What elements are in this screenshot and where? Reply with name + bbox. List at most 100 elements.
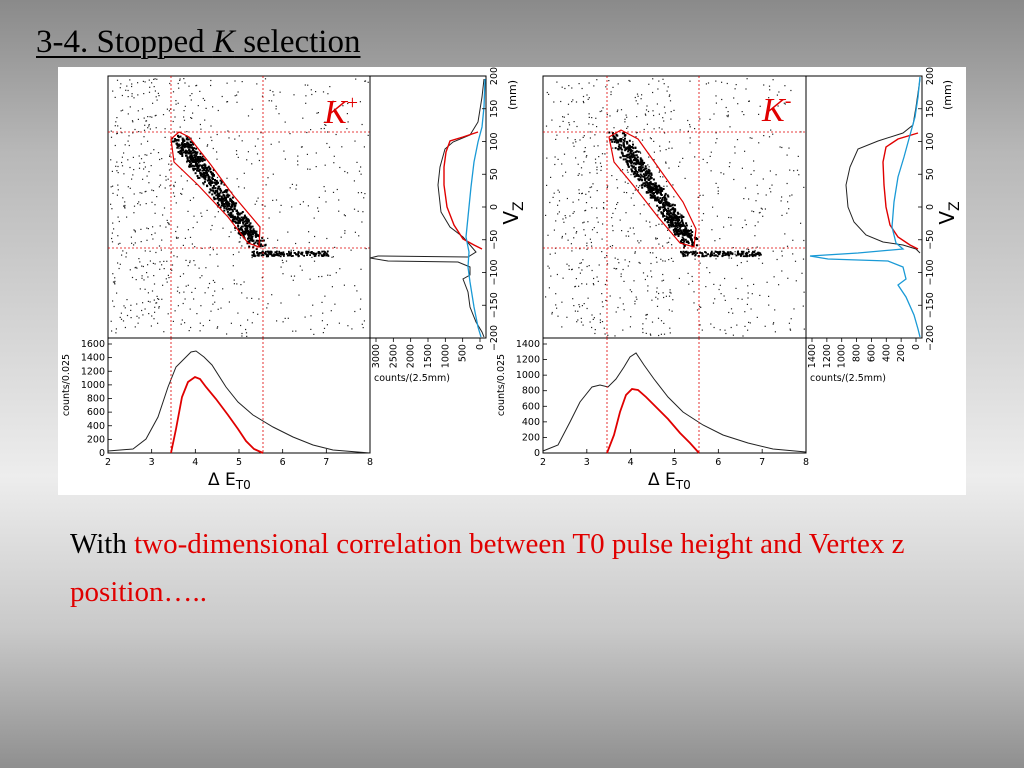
scatter-point [617, 109, 619, 111]
scatter-point [662, 78, 664, 80]
scatter-point [195, 85, 197, 87]
scatter-point [314, 235, 316, 238]
scatter-point [364, 193, 366, 195]
energy-y-tick-label: 0 [99, 448, 105, 459]
scatter-point [562, 120, 564, 122]
scatter-point [657, 88, 659, 90]
energy-x-tick-label: 8 [367, 457, 373, 468]
scatter-point [663, 322, 665, 324]
scatter-point [572, 298, 574, 300]
scatter-point [618, 139, 621, 142]
scatter-point [636, 93, 639, 95]
scatter-point [787, 277, 789, 279]
scatter-point [727, 116, 729, 118]
scatter-point [308, 249, 310, 251]
scatter-point [243, 224, 246, 227]
scatter-point [689, 142, 691, 144]
scatter-point [321, 250, 324, 253]
scatter-point [253, 231, 256, 233]
scatter-point [127, 96, 129, 98]
scatter-point [587, 221, 589, 223]
scatter-point [645, 220, 647, 222]
energy-y-tick-label: 800 [522, 386, 540, 397]
scatter-point [588, 82, 590, 84]
scatter-point [627, 171, 629, 173]
scatter-point [787, 201, 789, 203]
scatter-point [682, 238, 685, 240]
scatter-point [653, 151, 655, 153]
scatter-point [644, 172, 647, 175]
scatter-point [664, 197, 666, 200]
scatter-point [360, 192, 363, 194]
scatter-point [682, 216, 685, 218]
scatter-point [631, 156, 634, 159]
vz-projection-histograms-kminus [809, 76, 921, 338]
scatter-point [754, 235, 756, 237]
scatter-point [745, 224, 747, 226]
vz-hist-blue [809, 76, 921, 338]
scatter-point [582, 259, 584, 261]
scatter-point [772, 250, 774, 252]
scatter-point [640, 169, 643, 172]
scatter-point [119, 242, 121, 244]
scatter-point [622, 303, 624, 305]
scatter-point [226, 189, 229, 192]
scatter-point [606, 255, 608, 257]
scatter-point [578, 189, 580, 191]
scatter-point [620, 140, 623, 143]
vz-unit-label: (mm) [941, 80, 954, 110]
scatter-point [713, 326, 715, 329]
scatter-point [226, 195, 229, 198]
t0-subscript: T0 [675, 478, 691, 492]
scatter-point [562, 175, 564, 177]
scatter-point [166, 108, 168, 110]
scatter-point [659, 192, 662, 195]
scatter-point [153, 275, 155, 277]
scatter-point [187, 229, 189, 231]
scatter-point [577, 163, 579, 165]
scatter-point [227, 213, 230, 216]
scatter-point [307, 251, 310, 253]
scatter-point [701, 252, 704, 254]
scatter-point [202, 168, 205, 171]
scatter-point [648, 83, 650, 85]
scatter-point [751, 293, 753, 295]
scatter-point [217, 206, 219, 208]
scatter-point [213, 192, 216, 195]
scatter-point [247, 218, 250, 221]
scatter-point [751, 252, 754, 255]
scatter-point [196, 164, 199, 167]
scatter-point [295, 242, 297, 245]
scatter-point [803, 291, 805, 293]
scatter-point [254, 145, 256, 147]
scatter-point [643, 161, 646, 164]
scatter-point [339, 166, 341, 169]
scatter-point [684, 177, 686, 179]
scatter-point [730, 217, 732, 219]
scatter-point [261, 239, 264, 242]
scatter-point [127, 186, 129, 188]
scatter-point [591, 207, 593, 209]
scatter-point [759, 105, 761, 107]
scatter-point [149, 86, 151, 88]
scatter-point [180, 151, 183, 154]
scatter-point [134, 242, 136, 244]
scatter-point [615, 141, 618, 144]
scatter-point [146, 175, 148, 177]
scatter-point [693, 252, 696, 255]
scatter-point [171, 163, 173, 165]
scatter-point [152, 238, 154, 240]
scatter-point [705, 286, 707, 288]
scatter-point [676, 232, 679, 235]
scatter-point [686, 231, 689, 234]
counts-tick-label: 1400 [807, 344, 818, 368]
scatter-point [713, 254, 716, 257]
scatter-point [589, 186, 591, 189]
scatter-point [680, 220, 683, 223]
scatter-point [124, 201, 126, 203]
title-prefix: 3-4. Stopped [36, 24, 213, 60]
scatter-point [113, 228, 115, 230]
scatter-point [670, 118, 672, 120]
